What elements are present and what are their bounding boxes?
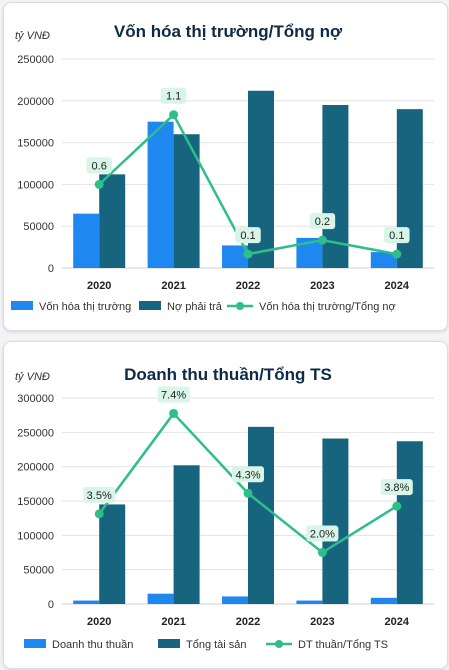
data-label: 0.1 [389, 230, 404, 242]
y-tick-label: 300000 [17, 393, 54, 405]
chart-revenue-assets-card: Doanh thu thuần/Tổng TS tỷ VNĐ 0 50000 10000… [3, 341, 448, 669]
data-label-background [380, 479, 413, 496]
bar-primary-series [222, 596, 248, 604]
chart-title: Vốn hóa thị trường/Tổng nợ [114, 22, 343, 41]
ratio-point [317, 235, 327, 245]
bar-secondary-series [248, 426, 274, 604]
legend-marker [236, 302, 244, 310]
legend-swatch [139, 301, 161, 310]
x-tick-label: 2022 [236, 280, 260, 292]
legend-label: Nợ phải trả [167, 301, 223, 313]
y-axis-unit-label: tỷ VNĐ [15, 371, 50, 383]
data-label-background [306, 525, 339, 542]
chart-market-cap-debt: Vốn hóa thị trường/Tổng nợ tỷ VNĐ 0 50000 10… [11, 22, 434, 313]
y-tick-label: 100000 [17, 530, 54, 542]
data-label-background [157, 386, 190, 403]
data-label: 0.6 [92, 160, 107, 172]
data-label-background [235, 227, 261, 244]
legend-swatch [11, 301, 33, 310]
ratio-point [243, 249, 253, 259]
bar-secondary-series [322, 438, 349, 604]
chart-card-market-cap-debt: Vốn hóa thị trường/Tổng nợ tỷ VNĐ 0 50000 10… [3, 2, 448, 331]
ratio-point [392, 501, 402, 511]
y-tick-label: 200000 [17, 462, 54, 474]
legend-label: Vốn hóa thị trường [39, 301, 131, 313]
x-tick-label: 2021 [161, 616, 185, 628]
bar-primary-series [296, 600, 323, 604]
data-label: 1.1 [166, 91, 181, 103]
legend-marker [275, 640, 283, 648]
y-tick-label: 150000 [17, 496, 54, 508]
y-tick-label: 50000 [23, 565, 54, 577]
data-label-background [232, 466, 264, 483]
ratio-line [98, 411, 398, 555]
y-tick-label: 50000 [23, 221, 54, 233]
x-tick-label: 2024 [385, 616, 410, 628]
y-axis-unit-label: tỷ VNĐ [15, 30, 50, 42]
data-label-background [83, 486, 116, 503]
legend-label: Tổng tài sản [186, 639, 247, 651]
x-tick-label: 2023 [310, 616, 334, 628]
y-tick-label: 100000 [17, 179, 54, 191]
legend-label: Doanh thu thuần [52, 639, 133, 651]
chart-revenue-assets: Doanh thu thuần/Tổng TS tỷ VNĐ 0 50000 10000… [15, 365, 434, 651]
bar-primary-series [147, 593, 174, 604]
x-tick-label: 2021 [161, 280, 185, 292]
x-tick-label: 2024 [385, 280, 410, 292]
bar-primary-series [73, 600, 100, 604]
chart-title: Doanh thu thuần/Tổng TS [124, 365, 332, 384]
x-tick-label: 2023 [310, 280, 334, 292]
ratio-point [169, 110, 179, 120]
y-tick-label: 150000 [17, 138, 54, 150]
bar-secondary-series [396, 109, 423, 268]
ratio-point [317, 548, 327, 557]
bar-secondary-series [99, 504, 126, 604]
y-tick-label: 0 [48, 263, 54, 275]
bar-secondary-series [99, 174, 126, 268]
bar-secondary-series [396, 441, 423, 604]
data-label: 2.0% [310, 529, 335, 541]
data-label-background [160, 87, 187, 104]
ratio-point [94, 179, 104, 189]
bar-primary-series [370, 252, 397, 268]
data-label: 0.1 [240, 230, 255, 242]
bar-secondary-series [173, 465, 200, 604]
legend-label: Vốn hóa thị trường/Tổng nợ [259, 301, 396, 313]
ratio-point [169, 408, 179, 418]
x-tick-label: 2022 [236, 616, 260, 628]
bar-primary-series [370, 597, 397, 604]
x-tick-label: 2020 [87, 280, 111, 292]
data-label: 4.3% [235, 469, 260, 481]
y-tick-label: 200000 [17, 96, 54, 108]
data-label-background [384, 227, 410, 244]
y-tick-label: 0 [48, 599, 54, 611]
x-tick-label: 2020 [87, 616, 111, 628]
bar-primary-series [222, 245, 248, 268]
bar-primary-series [73, 213, 100, 268]
ratio-point [243, 488, 253, 498]
bar-primary-series [147, 121, 174, 268]
data-label: 7.4% [161, 389, 186, 401]
y-tick-label: 250000 [17, 54, 54, 66]
data-label: 3.5% [87, 490, 112, 502]
legend-label: DT thuần/Tổng TS [298, 639, 388, 651]
ratio-point [392, 249, 402, 259]
y-tick-label: 250000 [17, 427, 54, 439]
legend-swatch [158, 639, 180, 648]
data-label-background [309, 213, 336, 230]
ratio-point [94, 509, 104, 519]
data-label-background [86, 157, 112, 174]
data-label: 3.8% [384, 482, 409, 494]
legend-swatch [24, 639, 46, 648]
data-label: 0.2 [315, 216, 330, 228]
